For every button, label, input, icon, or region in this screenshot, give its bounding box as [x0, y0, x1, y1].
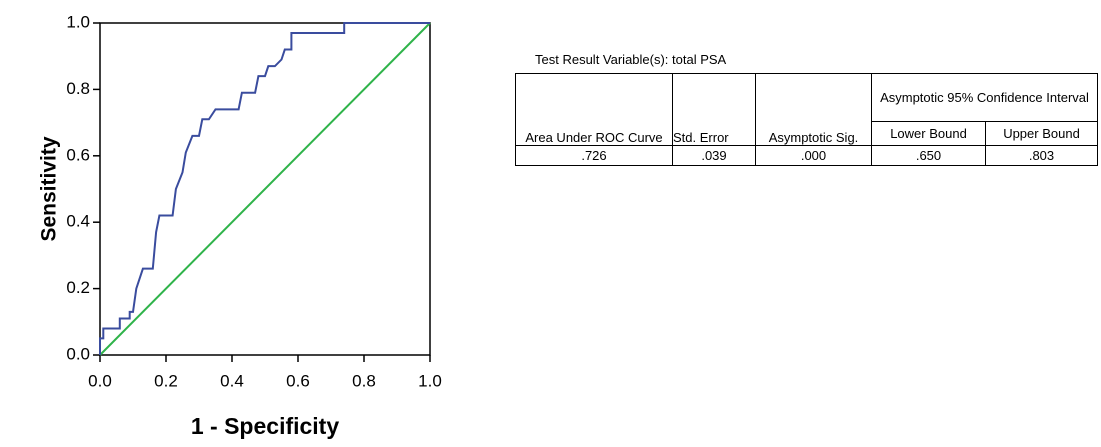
header-cell: Upper Bound: [985, 121, 1098, 146]
x-tick-label: 0.6: [286, 371, 310, 390]
plot-frame: [99, 22, 431, 356]
y-tick-label: 0.8: [66, 79, 90, 98]
cell: .650: [871, 145, 986, 166]
x-tick-label: 0.2: [154, 371, 178, 390]
y-tick-label: 0.0: [66, 344, 90, 363]
header-cell: Asymptotic Sig.: [755, 73, 872, 146]
y-tick-label: 0.4: [66, 212, 90, 231]
line: [99, 22, 431, 356]
result-table: Area Under ROC Curve Std. Error Asymptot…: [515, 73, 1098, 166]
x-axis-label: 1 - Specificity: [191, 413, 339, 439]
cell: .803: [985, 145, 1098, 166]
x-tick-label: 1.0: [418, 371, 442, 390]
line: [99, 22, 430, 355]
x-tick-label: 0.0: [88, 371, 112, 390]
y-tick-label: 0.2: [66, 278, 90, 297]
table-caption: Test Result Variable(s): total PSA: [535, 52, 727, 67]
x-tick-label: 0.4: [220, 371, 244, 390]
cell: .000: [755, 145, 872, 166]
y-tick-label: 0.6: [66, 145, 90, 164]
header-cell: Area Under ROC Curve: [515, 73, 673, 146]
x-tick-label: 0.8: [352, 371, 376, 390]
cell: .039: [672, 145, 756, 166]
y-tick-label: 1.0: [66, 12, 90, 31]
header-cell: Asymptotic 95% Confidence Interval: [871, 73, 1098, 122]
header-cell: Std. Error: [672, 73, 756, 146]
header-cell: Lower Bound: [871, 121, 986, 146]
y-axis-label: Sensitivity: [38, 136, 61, 241]
cell: .726: [515, 145, 673, 166]
